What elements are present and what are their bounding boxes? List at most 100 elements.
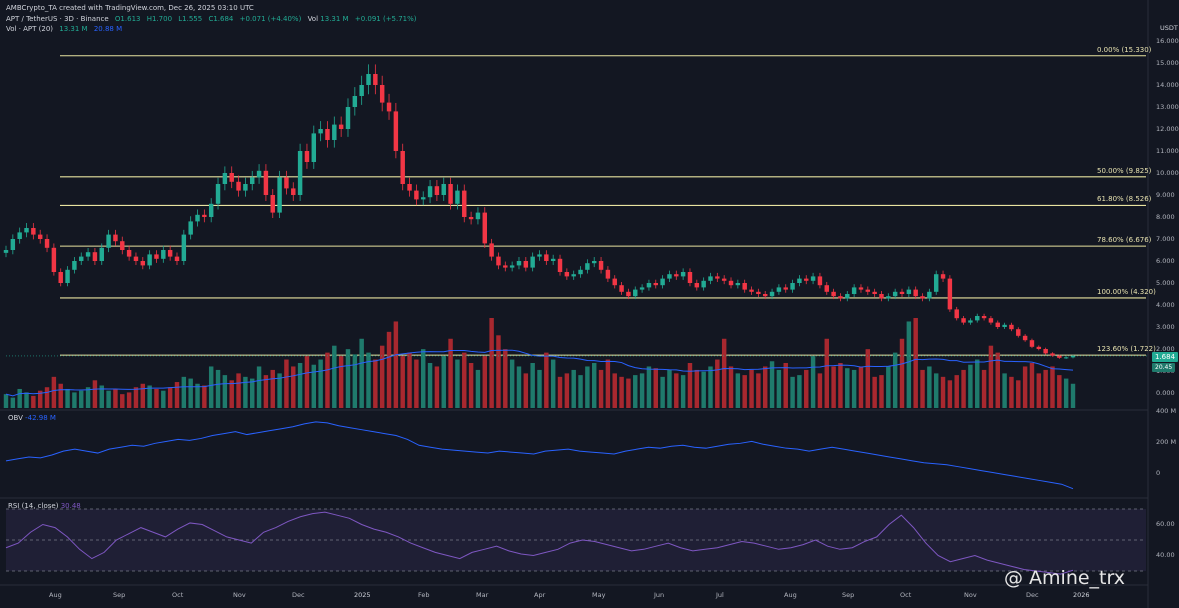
volume-bar — [106, 390, 111, 408]
obv-title: OBV -42.98 M — [8, 414, 56, 422]
volume-bar — [188, 378, 193, 408]
time-tick: May — [592, 591, 606, 599]
candle-body — [831, 291, 836, 297]
volume-bar — [24, 392, 29, 408]
candle-body — [58, 272, 63, 283]
candle-body — [817, 276, 823, 286]
ohlc-low: L1.555 — [178, 15, 203, 23]
volume-bar — [448, 338, 453, 408]
vol-label: Vol — [307, 15, 319, 23]
volume-bar — [1057, 375, 1062, 408]
ohlc-high: H1.700 — [146, 15, 173, 23]
time-tick: Mar — [476, 591, 489, 599]
ohlc-close: C1.684 — [208, 15, 234, 23]
volume-bar — [749, 369, 754, 408]
candle-body — [386, 102, 392, 112]
candle-body — [578, 269, 583, 275]
volume-bar — [612, 373, 617, 408]
candle-body — [250, 177, 255, 184]
candle-body — [892, 291, 898, 297]
price-tick: 16.000 — [1156, 37, 1179, 45]
volume-bar — [120, 394, 125, 408]
candle-body — [3, 250, 9, 253]
candle-body — [311, 133, 317, 162]
candle-body — [291, 188, 296, 195]
candle-body — [865, 289, 871, 292]
time-tick: Nov — [964, 591, 977, 599]
volume-bar — [475, 369, 481, 408]
volume-bar — [879, 375, 884, 408]
symbol-text[interactable]: APT / TetherUS · 3D · Binance — [6, 15, 109, 23]
price-tick: 5.000 — [1156, 279, 1175, 287]
currency-label[interactable]: USDT — [1160, 24, 1178, 32]
volume-bar — [653, 368, 658, 408]
volume-bar — [687, 363, 693, 408]
candle-body — [1043, 349, 1048, 354]
price-tick: 7.000 — [1156, 235, 1175, 243]
candle-body — [44, 239, 50, 248]
candle-body — [345, 107, 351, 129]
candle-body — [927, 291, 932, 299]
creator-text: AMBCrypto_TA created with TradingView.co… — [6, 4, 254, 12]
volume-bar — [140, 383, 146, 408]
vol-change: +0.091 (+5.71%) — [354, 15, 417, 23]
price-tick: 0.000 — [1156, 389, 1175, 397]
volume-bar — [715, 359, 720, 408]
volume-bar — [995, 352, 1000, 408]
volume-bar — [284, 359, 289, 408]
candle-body — [208, 203, 214, 217]
volume-bar — [619, 376, 624, 408]
time-tick: Sep — [113, 591, 126, 599]
candle-body — [954, 309, 959, 319]
volume-bar — [455, 359, 460, 408]
volume-bar — [721, 338, 727, 408]
obv-tick: 200 M — [1156, 438, 1177, 446]
candle-body — [10, 239, 16, 250]
volume-bar — [17, 388, 22, 408]
volume-bar — [817, 373, 823, 408]
volume-bar — [10, 397, 16, 408]
candle-body — [373, 74, 378, 85]
candle-body — [728, 280, 734, 286]
candle-body — [940, 274, 946, 279]
candle-body — [154, 254, 159, 259]
price-tick: 8.000 — [1156, 213, 1175, 221]
candle-body — [605, 269, 611, 279]
volume-bar — [598, 369, 604, 408]
volume-bar — [31, 395, 36, 408]
volume-bar — [557, 376, 563, 408]
volume-bar — [421, 349, 426, 408]
volume-bar — [865, 349, 871, 408]
candle-body — [769, 291, 775, 297]
volume-bar — [270, 369, 275, 408]
volume-bar — [886, 366, 891, 408]
volume-bar — [441, 356, 446, 408]
candle-body — [79, 256, 84, 261]
candle-body — [120, 241, 125, 250]
volume-bar — [208, 366, 214, 408]
price-tick: 6.000 — [1156, 257, 1175, 265]
candle-body — [126, 250, 132, 257]
volume-bar — [496, 335, 501, 408]
volume-bar — [1022, 366, 1028, 408]
candle-body — [482, 212, 488, 244]
candle-body — [188, 221, 193, 235]
volume-bar — [407, 352, 412, 408]
candle-body — [113, 234, 118, 242]
volume-bar — [338, 356, 344, 408]
volume-bar — [99, 385, 104, 408]
volume-bar — [65, 388, 70, 408]
price-tick: 13.000 — [1156, 103, 1179, 111]
candle-body — [489, 243, 494, 257]
volume-bar — [202, 385, 207, 408]
volume-bar — [359, 338, 364, 408]
volume-bar — [318, 359, 323, 408]
candle-body — [17, 232, 22, 239]
volume-bar — [503, 349, 508, 408]
vol-indicator-label[interactable]: Vol · APT (20) — [6, 25, 54, 33]
rsi-name[interactable]: RSI (14, close) — [8, 502, 59, 510]
candle-body — [243, 184, 248, 191]
candle-body — [263, 170, 269, 195]
obv-name[interactable]: OBV — [8, 414, 23, 422]
